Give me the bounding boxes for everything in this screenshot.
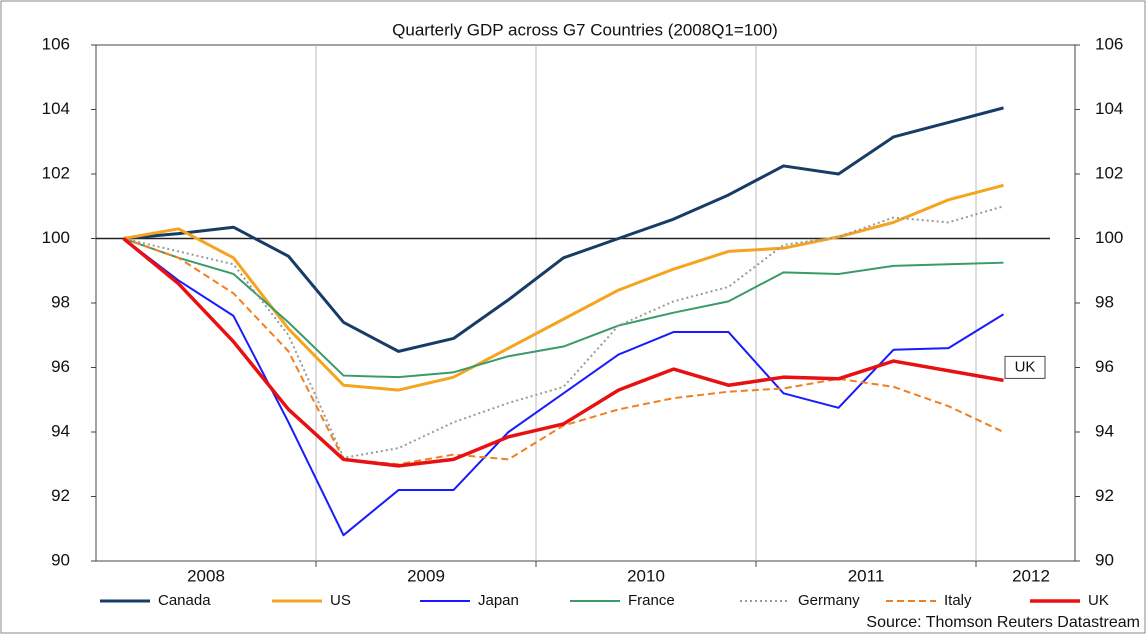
y2-tick-label: 100 [1095, 228, 1123, 247]
legend-label: Japan [478, 592, 519, 609]
y-tick-label: 96 [51, 357, 70, 376]
y-tick-label: 92 [51, 486, 70, 505]
y-tick-label: 106 [42, 34, 70, 53]
legend-label: UK [1088, 592, 1109, 609]
series-line [122, 237, 1004, 468]
y2-tick-label: 90 [1095, 550, 1114, 569]
series-line [123, 205, 1004, 459]
y-tick-label: 102 [42, 163, 70, 182]
chart-title: Quarterly GDP across G7 Countries (2008Q… [392, 20, 778, 39]
y-tick-label: 98 [51, 292, 70, 311]
y-tick-label: 90 [51, 550, 70, 569]
x-tick-label: 2009 [407, 566, 445, 585]
x-tick-label: 2008 [187, 566, 225, 585]
series-line [123, 237, 1004, 466]
legend-label: Italy [944, 592, 972, 609]
legend-label: France [628, 592, 675, 609]
series-line [122, 237, 1005, 537]
y-tick-label: 104 [42, 99, 70, 118]
y2-tick-label: 106 [1095, 34, 1123, 53]
y-tick-label: 100 [42, 228, 70, 247]
source: Source: Thomson Reuters Datastream [866, 614, 1140, 631]
legend-label: Germany [798, 592, 860, 609]
x-tick-label: 2011 [848, 566, 885, 585]
x-tick-label: 2010 [627, 566, 665, 585]
legend-label: US [330, 592, 351, 609]
y2-tick-label: 98 [1095, 292, 1114, 311]
y2-tick-label: 94 [1095, 421, 1114, 440]
y2-tick-label: 104 [1095, 99, 1123, 118]
y2-tick-label: 102 [1095, 163, 1123, 182]
y2-tick-label: 92 [1095, 486, 1114, 505]
y-tick-label: 94 [51, 421, 70, 440]
legend-label: Canada [158, 592, 211, 609]
y2-tick-label: 96 [1095, 357, 1114, 376]
x-tick-label: 2012 [1012, 566, 1050, 585]
annotation: UK [1015, 358, 1036, 375]
series-line [123, 106, 1004, 353]
series-line [123, 237, 1004, 379]
annotation-box [1004, 355, 1046, 379]
